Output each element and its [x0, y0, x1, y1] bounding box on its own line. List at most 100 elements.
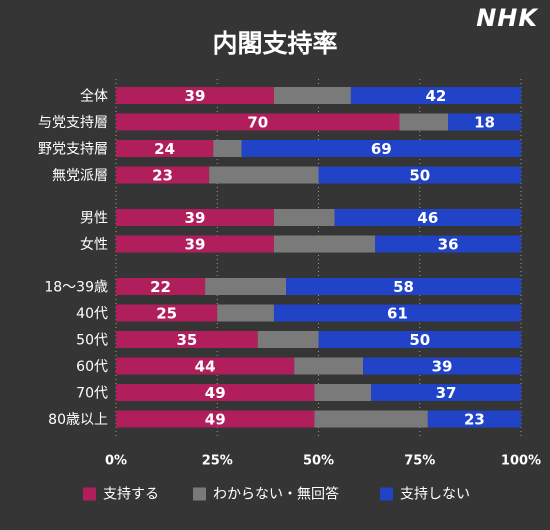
category-label: 女性 — [80, 236, 108, 253]
bar-segment — [334, 209, 521, 226]
bar-segment — [286, 278, 521, 295]
bar-segment — [294, 357, 364, 375]
bar-segment — [205, 278, 287, 295]
bar-segment — [116, 166, 210, 184]
bar-row: 60代 44 39 — [76, 357, 521, 376]
bar-segment — [448, 113, 521, 131]
data-label: 36 — [438, 236, 459, 254]
bar-segment — [375, 235, 521, 253]
bars: 全体 39 42 与党支持層 70 18 野党支持層 24 69 無党派層 23 50 男性 39 46 女性… — [38, 87, 522, 429]
data-label: 61 — [387, 305, 408, 323]
data-label: 23 — [464, 411, 485, 429]
legend-label: 支持しない — [400, 487, 470, 503]
gridlines — [115, 79, 522, 437]
bar-segment — [257, 331, 319, 348]
bar-segment — [116, 331, 258, 348]
data-label: 35 — [176, 331, 197, 349]
category-label: 60代 — [76, 359, 108, 375]
bar-segment — [371, 384, 521, 401]
bar-segment — [273, 235, 376, 253]
bar-row: 80歳以上 49 23 — [48, 410, 521, 429]
data-label: 39 — [432, 358, 453, 376]
data-label: 39 — [185, 209, 206, 227]
bar-segment — [273, 87, 351, 104]
data-label: 44 — [195, 358, 216, 376]
bar-segment — [314, 410, 428, 428]
nhk-logo: NHK — [476, 4, 538, 32]
legend-item: 支持する — [83, 487, 159, 503]
category-label: 男性 — [80, 211, 108, 227]
bar-segment — [116, 140, 214, 157]
bar-segment — [318, 166, 521, 184]
legend-swatch — [193, 487, 206, 501]
x-tick-label: 75% — [404, 454, 435, 469]
bar-segment — [209, 166, 319, 184]
bar-row: 18〜39歳 22 58 — [44, 278, 521, 296]
data-label: 37 — [436, 384, 457, 402]
legend: 支持する わからない・無回答 支持しない — [83, 486, 470, 503]
data-label: 24 — [154, 140, 175, 158]
data-label: 39 — [185, 236, 206, 254]
x-tick-labels: 0% 25% 50% 75% 100% — [105, 454, 541, 469]
bar-segment — [116, 357, 295, 375]
x-tick-label: 0% — [105, 454, 127, 469]
bar-segment — [116, 209, 274, 226]
legend-swatch — [380, 487, 393, 501]
bar-segment — [273, 209, 335, 226]
legend-label: わからない・無回答 — [213, 486, 339, 503]
data-label: 39 — [185, 87, 206, 105]
bar-segment — [399, 113, 449, 131]
data-label: 50 — [409, 167, 430, 185]
category-label: 与党支持層 — [38, 115, 108, 131]
bar-segment — [273, 304, 521, 322]
data-label: 42 — [426, 87, 447, 105]
legend-swatch — [83, 487, 96, 501]
category-label: 80歳以上 — [48, 412, 108, 428]
data-label: 58 — [393, 278, 414, 296]
data-label: 46 — [417, 209, 438, 227]
bar-segment — [314, 384, 372, 401]
bar-segment — [318, 331, 521, 348]
legend-label: 支持する — [103, 487, 159, 503]
bar-segment — [116, 410, 315, 428]
category-label: 野党支持層 — [38, 142, 108, 158]
data-label: 25 — [156, 305, 177, 323]
bar-segment — [116, 235, 274, 253]
bar-row: 女性 39 36 — [80, 235, 521, 254]
legend-item: わからない・無回答 — [193, 486, 339, 503]
category-label: 50代 — [76, 333, 108, 349]
bar-row: 無党派層 23 50 — [52, 166, 521, 185]
bar-segment — [217, 304, 274, 322]
x-tick-label: 25% — [202, 454, 233, 469]
data-label: 70 — [247, 114, 268, 132]
bar-row: 男性 39 46 — [80, 209, 521, 227]
bar-row: 野党支持層 24 69 — [38, 140, 522, 158]
bar-segment — [213, 140, 242, 157]
bar-segment — [116, 384, 315, 401]
category-label: 全体 — [80, 88, 108, 105]
bar-segment — [241, 140, 522, 157]
x-tick-label: 50% — [303, 454, 334, 469]
data-label: 49 — [205, 384, 226, 402]
bar-row: 40代 25 61 — [76, 304, 521, 323]
data-label: 18 — [474, 114, 495, 132]
legend-item: 支持しない — [380, 487, 470, 503]
bar-segment — [427, 410, 521, 428]
data-label: 49 — [205, 411, 226, 429]
bar-segment — [116, 278, 206, 295]
bar-row: 50代 35 50 — [76, 331, 521, 349]
category-label: 無党派層 — [52, 168, 108, 184]
category-label: 70代 — [76, 386, 108, 402]
bar-row: 70代 49 37 — [76, 384, 521, 402]
bar-segment — [116, 304, 218, 322]
data-label: 23 — [152, 167, 173, 185]
bar-segment — [350, 87, 521, 104]
bar-row: 与党支持層 70 18 — [38, 113, 521, 132]
bar-segment — [116, 87, 274, 104]
bar-row: 全体 39 42 — [80, 87, 521, 105]
chart-title: 内閣支持率 — [212, 29, 337, 58]
bar-segment — [116, 113, 400, 131]
data-label: 22 — [150, 278, 171, 296]
data-label: 69 — [371, 140, 392, 158]
